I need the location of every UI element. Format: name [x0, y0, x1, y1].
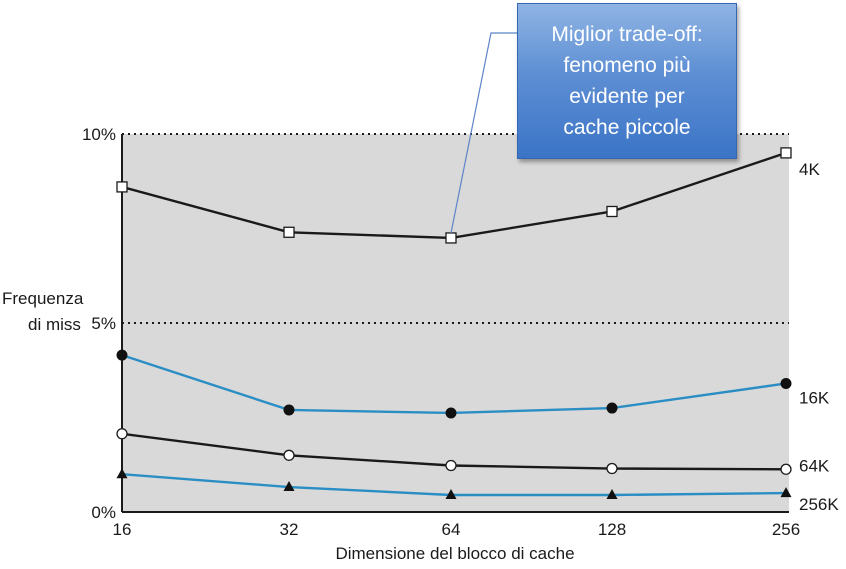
x-tick-label-3: 128	[598, 520, 626, 539]
callout-line-2: fenomeno più	[563, 54, 691, 77]
point-16K-16	[116, 349, 128, 361]
callout-line-1: Miglior trade-off:	[551, 23, 703, 46]
series-label-256K: 256K	[799, 495, 839, 514]
point-64K-16	[116, 428, 128, 440]
x-tick-label-1: 32	[280, 520, 299, 539]
x-tick-label-4: 256	[772, 520, 800, 539]
point-4K-32	[283, 226, 295, 238]
point-256K-256	[780, 487, 792, 498]
point-16K-128	[606, 402, 618, 414]
point-4K-16	[116, 181, 128, 193]
point-64K-32	[283, 449, 295, 461]
point-4K-256	[780, 147, 792, 159]
x-tick-label-0: 16	[113, 520, 132, 539]
callout-pointer-line	[450, 32, 517, 234]
series-labels: 4K 16K 64K 256K	[799, 160, 839, 514]
point-64K-256	[780, 463, 792, 475]
point-256K-32	[283, 481, 295, 492]
point-256K-16	[116, 468, 128, 479]
series-label-16K: 16K	[799, 388, 830, 407]
point-64K-64	[445, 459, 457, 472]
callout-line-3: evidente per	[569, 85, 685, 108]
y-tick-label-1: 5%	[91, 314, 116, 333]
x-tick-labels: 16 32 64 128 256	[113, 520, 801, 539]
plot-background	[122, 134, 789, 512]
point-16K-64	[445, 407, 457, 419]
point-256K-128	[606, 488, 618, 499]
point-16K-256	[780, 377, 792, 389]
point-16K-32	[283, 404, 295, 416]
series-label-4K: 4K	[799, 160, 820, 179]
y-tick-labels: 0% 5% 10%	[82, 125, 116, 522]
series-label-64K: 64K	[799, 456, 830, 475]
point-64K-128	[606, 462, 618, 475]
callout-box: Miglior trade-off: fenomeno più evidente…	[517, 3, 737, 159]
callout-line-4: cache piccole	[563, 116, 691, 139]
point-4K-128	[606, 205, 618, 218]
y-tick-label-2: 10%	[82, 125, 116, 144]
y-axis-label-line-1: Frequenza	[2, 289, 84, 308]
point-4K-64	[445, 232, 457, 244]
x-tick-label-2: 64	[442, 520, 461, 539]
point-256K-64	[445, 488, 457, 499]
series-group	[116, 147, 792, 499]
y-tick-label-0: 0%	[91, 503, 116, 522]
y-axis-label-line-2: di miss	[28, 315, 81, 334]
x-axis-label: Dimensione del blocco di cache	[335, 544, 574, 563]
